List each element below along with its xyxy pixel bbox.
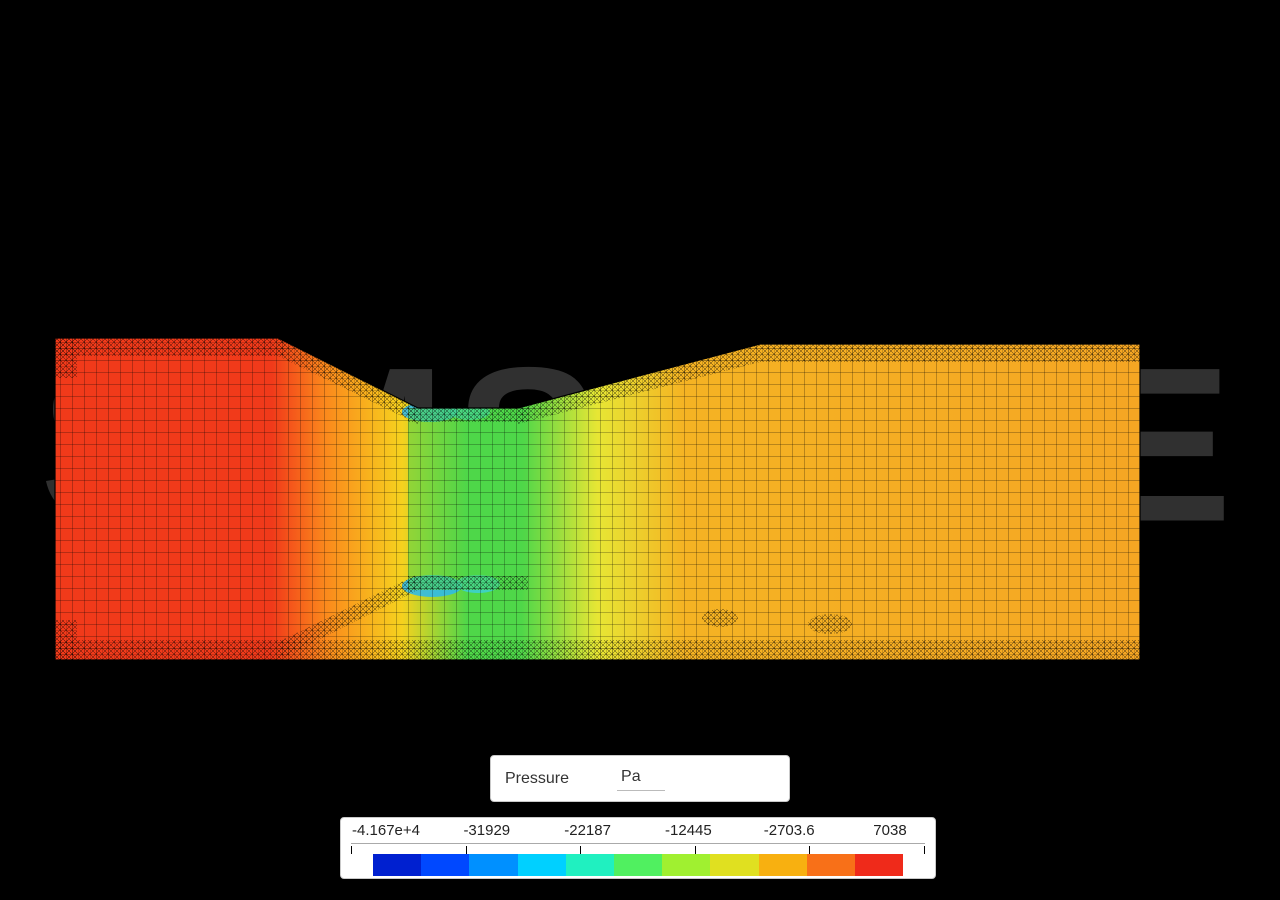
tick-label: -2703.6 xyxy=(754,822,824,839)
legend-title: Pressure xyxy=(505,770,569,788)
colorbar-panel: -4.167e+4 -31929 -22187 -12445 -2703.6 7… xyxy=(340,817,936,879)
colorbar-gradient xyxy=(373,854,903,876)
legend-unit: Pa xyxy=(617,766,665,791)
colorbar-tick-marks xyxy=(351,846,925,854)
tick-label: -4.167e+4 xyxy=(351,822,421,839)
mesh-overlay xyxy=(55,338,1140,660)
tick-label: -22187 xyxy=(553,822,623,839)
tick-label: -12445 xyxy=(653,822,723,839)
tick-label: 7038 xyxy=(855,822,925,839)
colorbar-tick-labels: -4.167e+4 -31929 -22187 -12445 -2703.6 7… xyxy=(351,822,925,844)
tick-label: -31929 xyxy=(452,822,522,839)
legend-box: Pressure Pa xyxy=(490,755,790,802)
